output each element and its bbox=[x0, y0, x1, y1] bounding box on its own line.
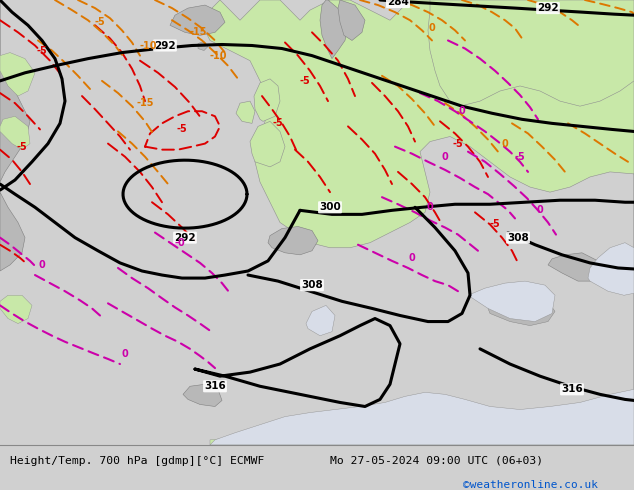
Text: 0: 0 bbox=[122, 349, 128, 359]
Text: 0: 0 bbox=[458, 106, 465, 116]
Polygon shape bbox=[488, 295, 555, 325]
Text: -15: -15 bbox=[190, 27, 207, 37]
Text: 308: 308 bbox=[507, 233, 529, 243]
Text: -5: -5 bbox=[489, 220, 500, 229]
Text: 292: 292 bbox=[154, 41, 176, 50]
Polygon shape bbox=[0, 295, 32, 323]
Polygon shape bbox=[468, 281, 555, 321]
Polygon shape bbox=[200, 0, 634, 445]
Polygon shape bbox=[0, 0, 30, 182]
Text: 0: 0 bbox=[536, 205, 543, 215]
Polygon shape bbox=[428, 0, 634, 106]
Polygon shape bbox=[170, 5, 225, 35]
Text: 0: 0 bbox=[501, 139, 508, 148]
Polygon shape bbox=[0, 116, 30, 149]
Text: -10: -10 bbox=[139, 41, 157, 50]
Polygon shape bbox=[183, 384, 222, 407]
Polygon shape bbox=[320, 0, 348, 59]
Text: ©weatheronline.co.uk: ©weatheronline.co.uk bbox=[463, 480, 598, 490]
Text: -5: -5 bbox=[453, 139, 463, 148]
Text: 0: 0 bbox=[429, 24, 436, 33]
Polygon shape bbox=[236, 101, 255, 123]
Text: 0: 0 bbox=[442, 152, 448, 162]
Polygon shape bbox=[268, 226, 318, 255]
Text: Height/Temp. 700 hPa [gdmp][°C] ECMWF: Height/Temp. 700 hPa [gdmp][°C] ECMWF bbox=[10, 456, 264, 466]
Polygon shape bbox=[210, 415, 634, 445]
Polygon shape bbox=[306, 305, 335, 336]
Text: -5: -5 bbox=[177, 124, 188, 134]
Polygon shape bbox=[0, 192, 25, 271]
Text: 316: 316 bbox=[561, 384, 583, 394]
Polygon shape bbox=[210, 389, 634, 445]
Polygon shape bbox=[0, 52, 35, 96]
Text: 0: 0 bbox=[409, 253, 415, 263]
Text: -5: -5 bbox=[16, 142, 27, 151]
Polygon shape bbox=[198, 42, 208, 50]
Text: -0: -0 bbox=[174, 238, 185, 247]
Text: -5: -5 bbox=[273, 119, 283, 128]
Text: 0: 0 bbox=[39, 260, 46, 270]
Text: -10: -10 bbox=[209, 50, 227, 61]
Text: 292: 292 bbox=[537, 3, 559, 13]
Text: -5: -5 bbox=[515, 152, 526, 162]
Text: 284: 284 bbox=[387, 0, 409, 7]
Polygon shape bbox=[588, 243, 634, 295]
Text: -5: -5 bbox=[37, 46, 48, 55]
Text: -15: -15 bbox=[136, 98, 154, 108]
Text: -5: -5 bbox=[300, 76, 311, 86]
Text: 292: 292 bbox=[174, 233, 196, 243]
Polygon shape bbox=[338, 0, 365, 41]
Polygon shape bbox=[250, 122, 285, 167]
Text: -5: -5 bbox=[94, 17, 105, 27]
Polygon shape bbox=[254, 79, 280, 122]
Polygon shape bbox=[548, 253, 602, 281]
Text: 316: 316 bbox=[204, 381, 226, 392]
Text: 0: 0 bbox=[427, 202, 434, 212]
Text: 308: 308 bbox=[301, 280, 323, 290]
Text: 300: 300 bbox=[319, 202, 341, 212]
Text: Mo 27-05-2024 09:00 UTC (06+03): Mo 27-05-2024 09:00 UTC (06+03) bbox=[330, 456, 543, 466]
